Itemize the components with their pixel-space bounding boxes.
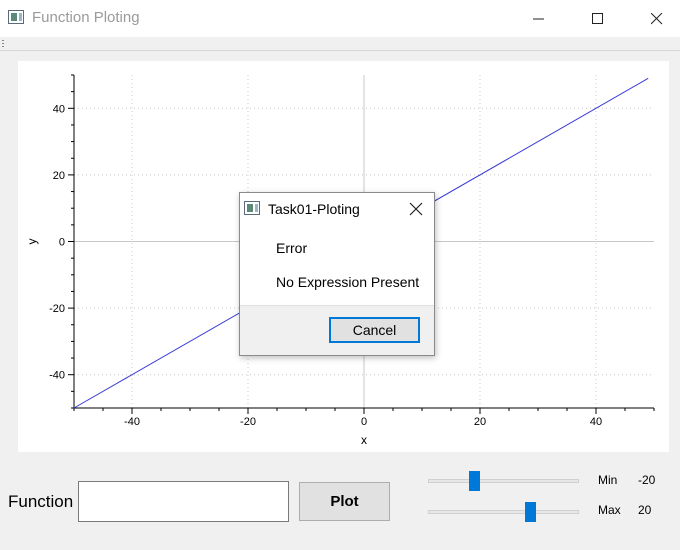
minimize-icon	[533, 18, 544, 19]
toolbar-strip	[0, 37, 680, 51]
x-axis-label: x	[361, 433, 367, 447]
x-tick-label: 20	[474, 416, 486, 428]
close-icon	[409, 202, 423, 216]
close-icon	[651, 12, 663, 24]
maximize-button[interactable]	[575, 0, 621, 37]
close-button[interactable]	[634, 0, 680, 37]
cancel-button[interactable]: Cancel	[329, 317, 420, 343]
y-axis-label: y	[25, 239, 39, 245]
minimize-button[interactable]	[516, 0, 562, 37]
x-tick-label: 0	[361, 416, 367, 428]
x-tick-label: 40	[590, 416, 602, 428]
max-slider[interactable]	[428, 502, 579, 522]
y-tick-label: 0	[59, 237, 65, 249]
function-label: Function	[8, 492, 74, 511]
dialog-footer: Cancel	[240, 305, 434, 355]
plot-button[interactable]: Plot	[299, 482, 390, 521]
y-tick-label: -40	[49, 370, 65, 382]
dialog-body: Error No Expression Present	[240, 225, 434, 305]
function-input[interactable]	[78, 481, 289, 522]
max-slider-groove	[428, 510, 579, 514]
min-slider-handle[interactable]	[469, 471, 480, 491]
x-tick-label: -20	[240, 416, 256, 428]
min-slider-groove	[428, 479, 579, 483]
x-tick-label: -40	[124, 416, 140, 428]
y-tick-label: 20	[53, 170, 65, 182]
dialog-heading: Error	[276, 240, 308, 256]
y-tick-label: -20	[49, 303, 65, 315]
error-dialog: Task01-Ploting Error No Expression Prese…	[239, 192, 435, 356]
min-value: -20	[638, 473, 656, 487]
max-label: Max	[598, 503, 621, 517]
max-slider-handle[interactable]	[525, 502, 536, 522]
dialog-message: No Expression Present	[276, 274, 420, 290]
max-value: 20	[638, 503, 652, 517]
min-slider[interactable]	[428, 471, 579, 491]
maximize-icon	[592, 12, 603, 24]
dialog-title: Task01-Ploting	[268, 201, 360, 217]
window-titlebar: Function Ploting	[0, 0, 680, 37]
function-chart: -40 -20 0 20 40 40 20 0 -20 -40 x y	[25, 74, 655, 447]
dialog-close-button[interactable]	[398, 193, 434, 225]
app-window-icon	[8, 10, 24, 24]
dialog-app-icon	[244, 201, 260, 215]
toolbar-grip-icon[interactable]	[2, 40, 4, 47]
dialog-titlebar: Task01-Ploting	[240, 193, 434, 225]
min-label: Min	[598, 473, 618, 487]
window-title: Function Ploting	[32, 9, 140, 26]
y-tick-label: 40	[53, 103, 65, 115]
